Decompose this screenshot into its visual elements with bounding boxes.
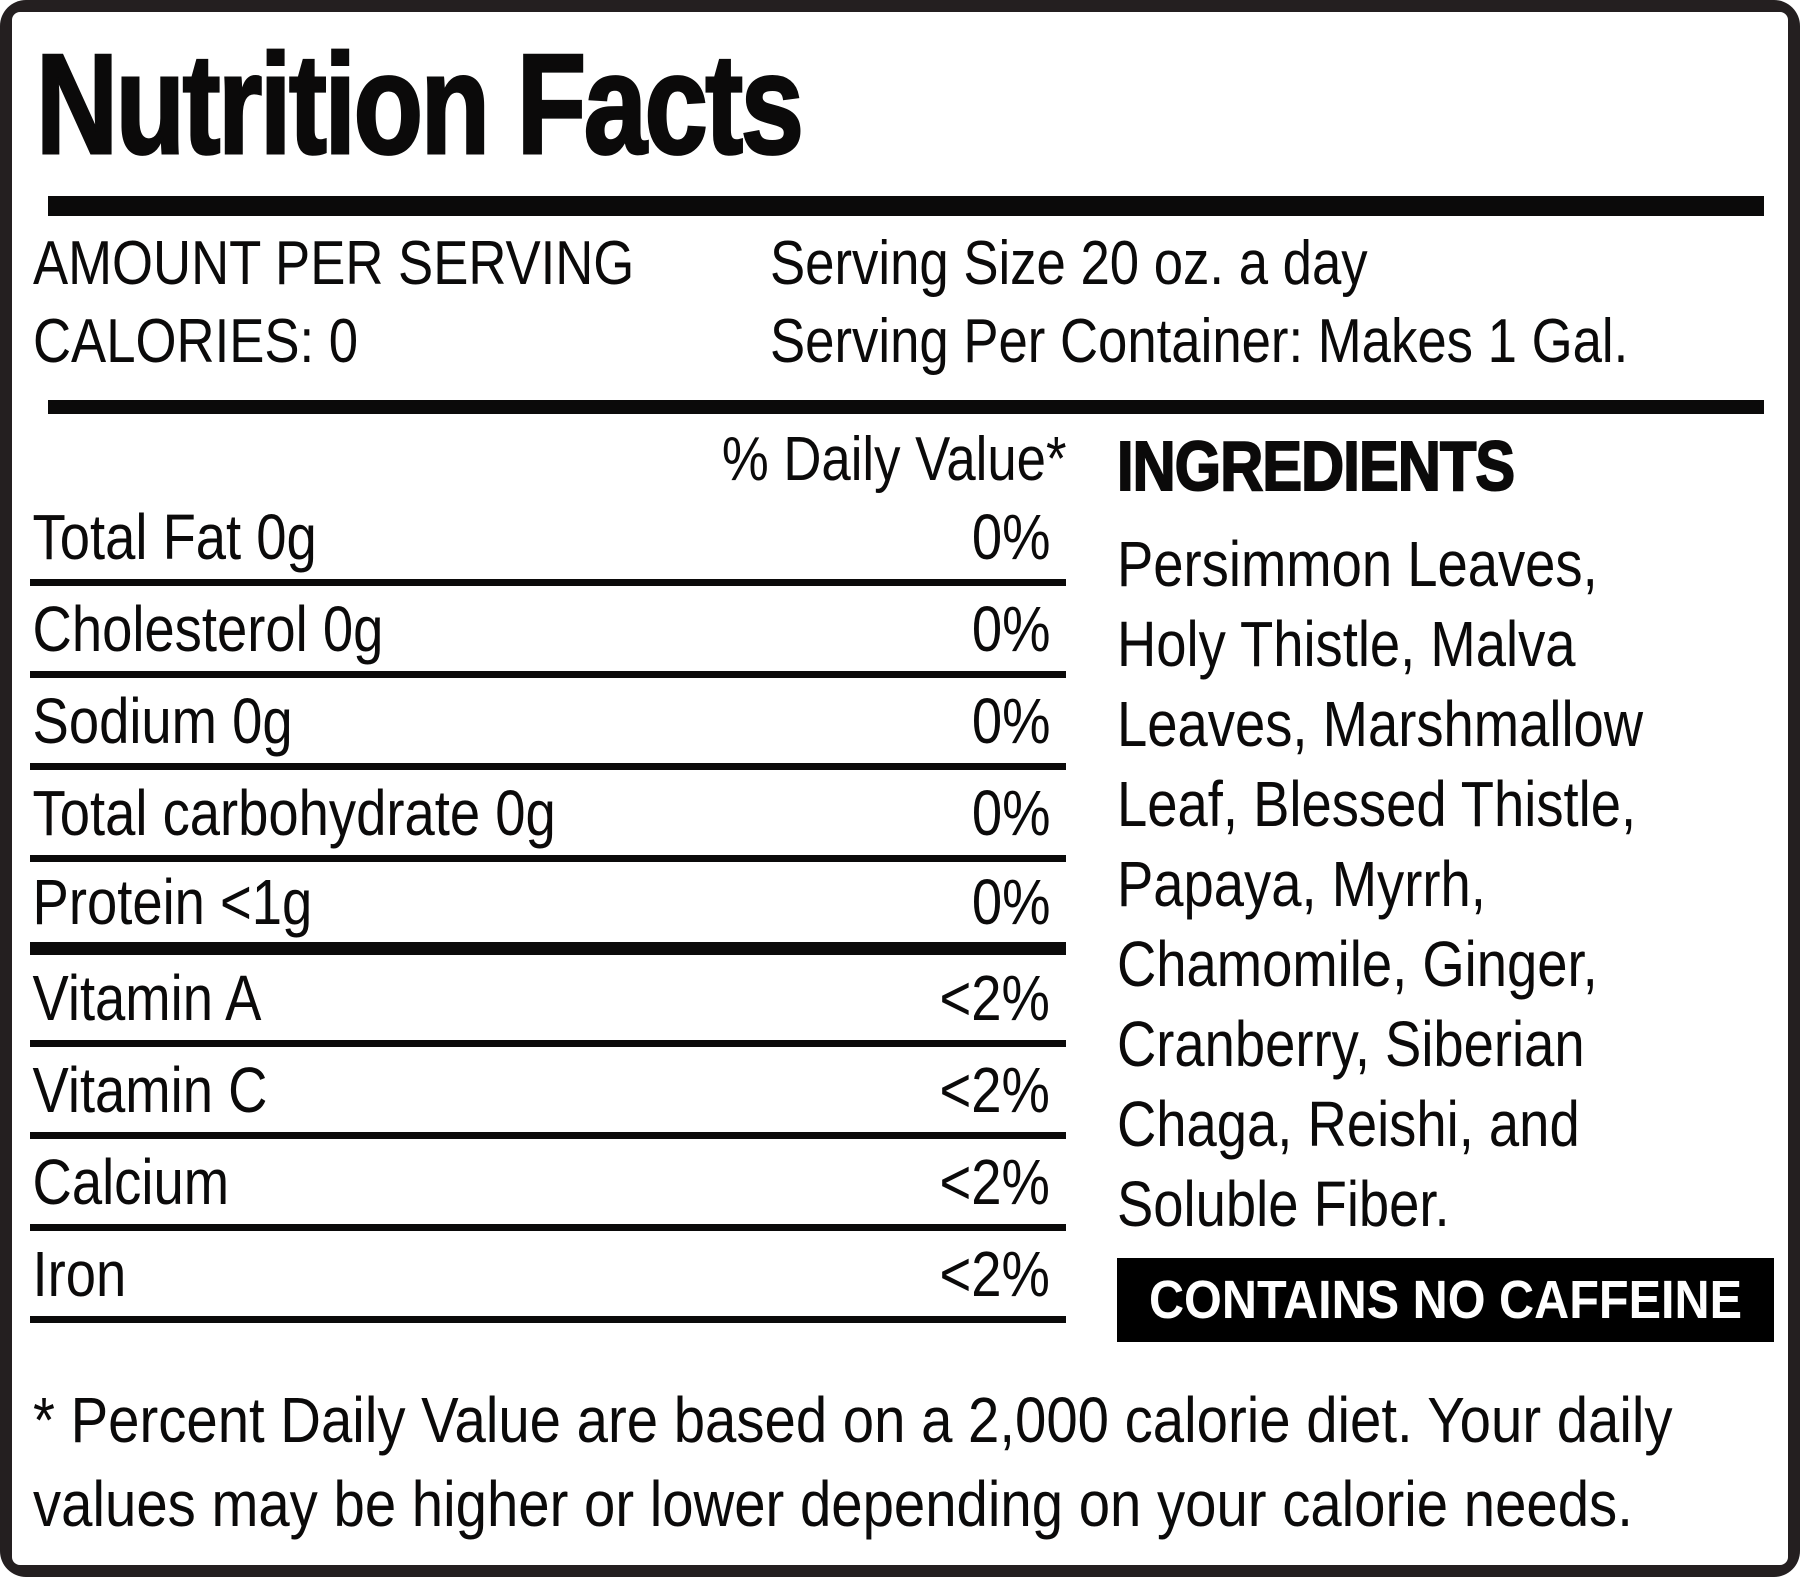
nutrient-name: Calcium (32, 1145, 230, 1218)
nutrient-name: Sodium 0g (32, 684, 293, 757)
serving-size-label: Serving Size 20 oz. a day (770, 229, 1368, 298)
nutrient-row: Cholesterol 0g 0% (30, 586, 1066, 678)
nutrient-name: Total carbohydrate 0g (32, 776, 556, 849)
daily-value-header: % Daily Value* (721, 425, 1066, 494)
footnote-line: * Percent Daily Value are based on a 2,0… (33, 1384, 1673, 1456)
nutrient-rows: Total Fat 0g 0% Cholesterol 0g 0% Sodium 0g 0… (30, 494, 1066, 1323)
ingredients-list: Persimmon Leaves, Holy Thistle, Malva Leav… (1117, 524, 1800, 1244)
nutrition-facts-panel: Nutrition Facts AMOUNT PER SERVING CALOR… (12, 12, 1788, 1565)
ingredient-line: Papaya, Myrrh, (1117, 848, 1486, 920)
nutrient-name: Protein <1g (32, 866, 313, 938)
ingredient-line: Leaves, Marshmallow (1117, 688, 1644, 760)
nutrient-row: Calcium <2% (30, 1139, 1066, 1231)
nutrient-row: Sodium 0g 0% (30, 678, 1066, 770)
serving-divider (48, 400, 1764, 414)
ingredient-line: Chamomile, Ginger, (1117, 928, 1598, 1000)
nutrient-dv-value: <2% (939, 961, 1050, 1034)
nutrient-name: Total Fat 0g (32, 500, 317, 573)
nutrient-name: Cholesterol 0g (32, 592, 384, 665)
nutrient-row: Vitamin A <2% (30, 955, 1066, 1047)
nutrient-dv-value: 0% (971, 592, 1050, 665)
ingredient-line: Soluble Fiber. (1117, 1168, 1450, 1240)
nutrient-dv-value: 0% (971, 776, 1050, 849)
nutrient-row: Vitamin C <2% (30, 1047, 1066, 1139)
nutrient-name: Vitamin C (32, 1053, 268, 1126)
page-title: Nutrition Facts (35, 25, 805, 184)
nutrient-dv-value: 0% (971, 866, 1050, 938)
ingredient-line: Leaf, Blessed Thistle, (1117, 768, 1637, 840)
ingredient-line: Cranberry, Siberian (1117, 1008, 1585, 1080)
title-divider (48, 196, 1764, 216)
ingredient-line: Holy Thistle, Malva (1117, 608, 1576, 680)
nutrient-row: Protein <1g 0% (30, 862, 1066, 955)
caffeine-notice-bar: CONTAINS NO CAFFEINE (1117, 1258, 1774, 1342)
daily-value-footnote: * Percent Daily Value are based on a 2,0… (33, 1378, 1793, 1546)
nutrient-dv-value: 0% (971, 500, 1050, 573)
nutrient-dv-value: <2% (939, 1237, 1050, 1310)
nutrient-row: Total carbohydrate 0g 0% (30, 770, 1066, 862)
amount-per-serving-label: AMOUNT PER SERVING (33, 229, 635, 298)
nutrient-dv-value: <2% (939, 1145, 1050, 1218)
calories-label: CALORIES: 0 (33, 307, 359, 376)
nutrient-row: Iron <2% (30, 1231, 1066, 1323)
ingredients-section: INGREDIENTS Persimmon Leaves, Holy Thistl… (1116, 424, 1789, 1240)
serving-per-container-label: Serving Per Container: Makes 1 Gal. (770, 307, 1629, 376)
nutrient-row: Total Fat 0g 0% (30, 494, 1066, 586)
nutrient-dv-value: <2% (939, 1053, 1050, 1126)
nutrient-name: Vitamin A (32, 961, 262, 1034)
ingredient-line: Persimmon Leaves, (1117, 528, 1598, 600)
ingredients-header: INGREDIENTS (1116, 426, 1516, 506)
nutrient-name: Iron (32, 1237, 127, 1310)
ingredient-line: Chaga, Reishi, and (1117, 1088, 1580, 1160)
footnote-line: values may be higher or lower depending … (33, 1468, 1633, 1540)
caffeine-notice-text: CONTAINS NO CAFFEINE (1148, 1270, 1743, 1330)
nutrient-dv-value: 0% (971, 684, 1050, 757)
